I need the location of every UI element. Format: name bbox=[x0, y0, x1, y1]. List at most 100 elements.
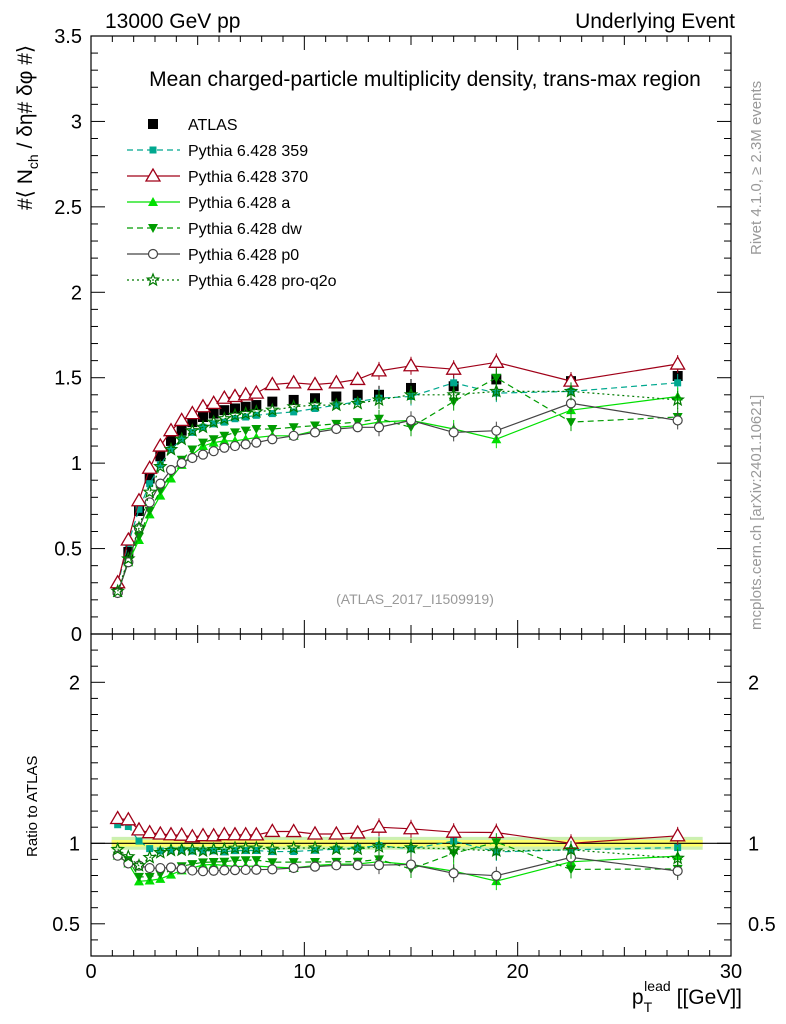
point-p370 bbox=[488, 354, 505, 368]
point-p370 bbox=[402, 357, 420, 372]
point-pdw bbox=[208, 435, 219, 445]
ratio-point-pp0 bbox=[373, 860, 385, 871]
ratio-point-p359 bbox=[167, 846, 175, 854]
point-pq2o bbox=[110, 583, 125, 598]
point-atlas bbox=[187, 417, 198, 428]
ratio-point-pp0 bbox=[144, 862, 155, 874]
main-plot-frame bbox=[90, 35, 732, 635]
y-axis-label-sub: ch bbox=[25, 154, 41, 169]
point-p370 bbox=[349, 371, 366, 386]
point-p359 bbox=[252, 411, 260, 419]
point-p359 bbox=[146, 480, 154, 488]
x-axis-label-sup: lead bbox=[644, 978, 670, 994]
ratio-point-pp0 bbox=[309, 861, 321, 872]
point-pq2o bbox=[163, 441, 179, 456]
ratio-point-pdw bbox=[187, 860, 198, 870]
point-p359 bbox=[135, 505, 143, 513]
point-p370 bbox=[130, 492, 148, 507]
ratio-point-pdw bbox=[267, 858, 278, 868]
ratio-point-p370 bbox=[141, 824, 158, 839]
y-tick-label: 0.5 bbox=[54, 539, 82, 561]
point-pp0 bbox=[251, 437, 262, 448]
legend-label-pdw: Pythia 6.428 dw bbox=[188, 221, 302, 238]
point-p359 bbox=[156, 461, 164, 469]
point-pdw bbox=[491, 373, 502, 383]
ratio-point-p359 bbox=[188, 847, 196, 855]
y-tick-label: 1.5 bbox=[54, 368, 82, 390]
ratio-point-pp0 bbox=[219, 865, 230, 876]
point-pq2o bbox=[265, 402, 280, 417]
x-axis-label-unit: [[GeV]] bbox=[677, 986, 742, 1009]
point-pq2o bbox=[329, 397, 344, 412]
point-pp0 bbox=[491, 425, 502, 436]
ratio-point-pp0 bbox=[331, 860, 342, 871]
ratio-point-pp0 bbox=[405, 859, 417, 870]
ratio-point-pp0 bbox=[176, 863, 187, 875]
ratio-tick-label-right: 0.5 bbox=[748, 914, 776, 936]
ratio-point-pp0 bbox=[251, 864, 262, 875]
point-p359 bbox=[167, 445, 175, 453]
ratio-point-p370 bbox=[237, 826, 254, 841]
ratio-point-pq2o bbox=[403, 840, 419, 854]
y-tick-label: 2.5 bbox=[54, 197, 82, 219]
point-pdw bbox=[288, 423, 299, 433]
ratio-point-pq2o bbox=[286, 840, 301, 855]
ratio-tick-label-right: 1 bbox=[748, 833, 759, 855]
point-pq2o bbox=[563, 383, 579, 398]
ratio-point-p370 bbox=[226, 826, 244, 841]
point-pq2o bbox=[350, 395, 365, 410]
legend-label-pa: Pythia 6.428 a bbox=[188, 195, 290, 212]
ratio-series-layer bbox=[109, 810, 686, 891]
point-atlas bbox=[352, 389, 363, 400]
point-atlas bbox=[219, 405, 230, 416]
point-p359 bbox=[242, 413, 250, 421]
point-p359 bbox=[290, 408, 298, 416]
ratio-point-pp0 bbox=[352, 860, 363, 871]
ratio-point-pdw bbox=[134, 872, 144, 882]
point-p370 bbox=[306, 376, 324, 391]
main-series-layer bbox=[109, 353, 686, 599]
point-p370 bbox=[173, 412, 190, 427]
ratio-point-p370 bbox=[216, 826, 233, 841]
point-pq2o bbox=[670, 392, 685, 407]
ratio-point-pp0 bbox=[672, 865, 683, 877]
ratio-point-pdw bbox=[230, 856, 240, 866]
legend-label-p370: Pythia 6.428 370 bbox=[188, 169, 308, 186]
series-line-p370 bbox=[117, 361, 678, 583]
ratio-point-pq2o bbox=[110, 841, 125, 856]
ratio-tick-label: 2 bbox=[69, 672, 80, 694]
point-pq2o bbox=[217, 411, 232, 425]
y-axis-label-post: / δη# δφ #⟩ bbox=[14, 45, 37, 154]
point-p359 bbox=[450, 379, 458, 387]
ratio-line-pq2o bbox=[117, 846, 678, 867]
point-pdw bbox=[566, 418, 576, 428]
ratio-point-p370 bbox=[328, 825, 345, 840]
legend-marker-pa bbox=[148, 197, 158, 206]
point-pp0 bbox=[405, 415, 417, 426]
point-p370 bbox=[248, 384, 265, 399]
ratio-point-p359 bbox=[114, 821, 122, 829]
ratio-point-pq2o bbox=[350, 841, 365, 856]
ratio-point-pdw bbox=[240, 856, 251, 866]
point-pq2o bbox=[307, 397, 323, 412]
ratio-point-p370 bbox=[184, 828, 201, 843]
ratio-point-pdw bbox=[198, 858, 208, 868]
point-pq2o bbox=[227, 407, 243, 422]
legend-label-p359: Pythia 6.428 359 bbox=[188, 143, 308, 160]
point-p370 bbox=[285, 374, 302, 389]
point-pq2o bbox=[142, 484, 157, 499]
point-pq2o bbox=[446, 387, 461, 402]
ratio-point-p370 bbox=[248, 826, 265, 841]
point-p370 bbox=[152, 437, 169, 452]
point-p359 bbox=[674, 379, 682, 387]
point-pq2o bbox=[121, 551, 136, 566]
ratio-point-pq2o bbox=[163, 842, 179, 857]
point-p359 bbox=[220, 418, 228, 426]
y-tick-label: 0 bbox=[71, 624, 82, 646]
legend-label-atlas: ATLAS bbox=[188, 117, 238, 134]
ratio-point-p359 bbox=[178, 846, 186, 854]
chart-title: Mean charged-particle multiplicity densi… bbox=[149, 68, 701, 91]
ratio-tick-label-right: 2 bbox=[748, 672, 759, 694]
ratio-point-p359 bbox=[156, 847, 164, 855]
ratio-point-pp0 bbox=[267, 864, 278, 875]
